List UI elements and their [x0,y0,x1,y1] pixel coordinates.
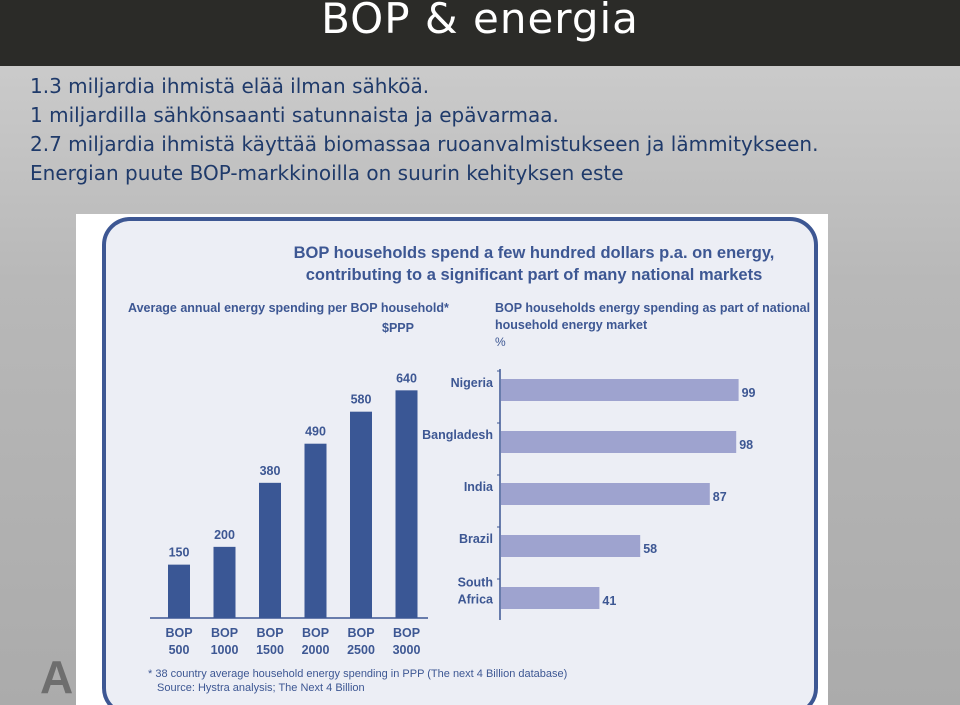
category-label: BOP [347,626,374,640]
category-label: Bangladesh [422,428,493,442]
category-label: 2000 [302,643,330,657]
figure-title-line-1: BOP households spend a few hundred dolla… [294,244,775,262]
right-chart-title-line-2: household energy market [495,318,648,332]
category-label: 1000 [211,643,239,657]
chart-figure: BOP households spend a few hundred dolla… [76,214,828,705]
footnote-line-1: * 38 country average household energy sp… [148,668,567,680]
bar [501,587,600,609]
bar [501,431,737,453]
left-chart-title: Average annual energy spending per BOP h… [128,301,449,315]
data-label: 490 [305,425,326,439]
category-label: South [458,576,493,590]
data-label: 99 [742,386,756,400]
right-chart-title-line-1: BOP households energy spending as part o… [495,301,810,315]
logo-mark: A [40,651,74,703]
category-label: Brazil [459,532,493,546]
category-label: BOP [393,626,420,640]
bar [304,443,327,618]
chart-svg: BOP households spend a few hundred dolla… [102,217,818,705]
category-label: 500 [169,643,190,657]
bar [350,411,372,618]
category-label: BOP [302,626,329,640]
category-label: India [464,480,494,494]
category-label: 2500 [347,643,375,657]
data-label: 380 [260,464,281,478]
data-label: 580 [351,393,372,407]
footnote-line-2: Source: Hystra analysis; The Next 4 Bill… [157,682,365,694]
right-chart-unit: % [495,335,506,349]
category-label: Nigeria [451,376,494,390]
bullet-item: 1 miljardilla sähkönsaanti satunnaista j… [30,103,559,127]
title-bar: BOP & energia [0,0,960,66]
right-bar-chart: 99 Nigeria 98 Bangladesh 87 India 58 Brazil 41 So… [422,369,756,620]
category-label: Africa [458,593,494,607]
bar [168,564,190,618]
category-label: BOP [256,626,283,640]
bar [501,535,641,557]
data-label: 58 [643,542,657,556]
bar [501,483,710,505]
category-label: 3000 [393,643,421,657]
category-label: BOP [165,626,192,640]
left-bar-chart: 150 BOP 500 200 BOP 1000 380 BOP 1500 490 BOP 2000 5… [150,371,428,657]
bar [501,379,739,401]
bullet-list: 1.3 miljardia ihmistä elää ilman sähköä.… [30,72,818,188]
category-label: BOP [211,626,238,640]
bullet-item: 1.3 miljardia ihmistä elää ilman sähköä. [30,74,430,98]
data-label: 98 [739,438,753,452]
data-label: 150 [169,546,190,560]
data-label: 640 [396,371,417,385]
bar [259,482,281,618]
figure-title-line-2: contributing to a significant part of ma… [306,266,763,284]
bullet-item: Energian puute BOP-markkinoilla on suuri… [30,161,624,185]
slide-title: BOP & energia [321,0,639,43]
bar [395,390,418,618]
data-label: 200 [214,528,235,542]
category-label: 1500 [256,643,284,657]
data-label: 87 [713,490,727,504]
bullet-item: 2.7 miljardia ihmistä käyttää biomassaa … [30,132,819,156]
data-label: 41 [602,594,616,608]
chart-panel [102,217,818,705]
left-chart-unit: $PPP [382,321,414,335]
bar [213,546,236,618]
